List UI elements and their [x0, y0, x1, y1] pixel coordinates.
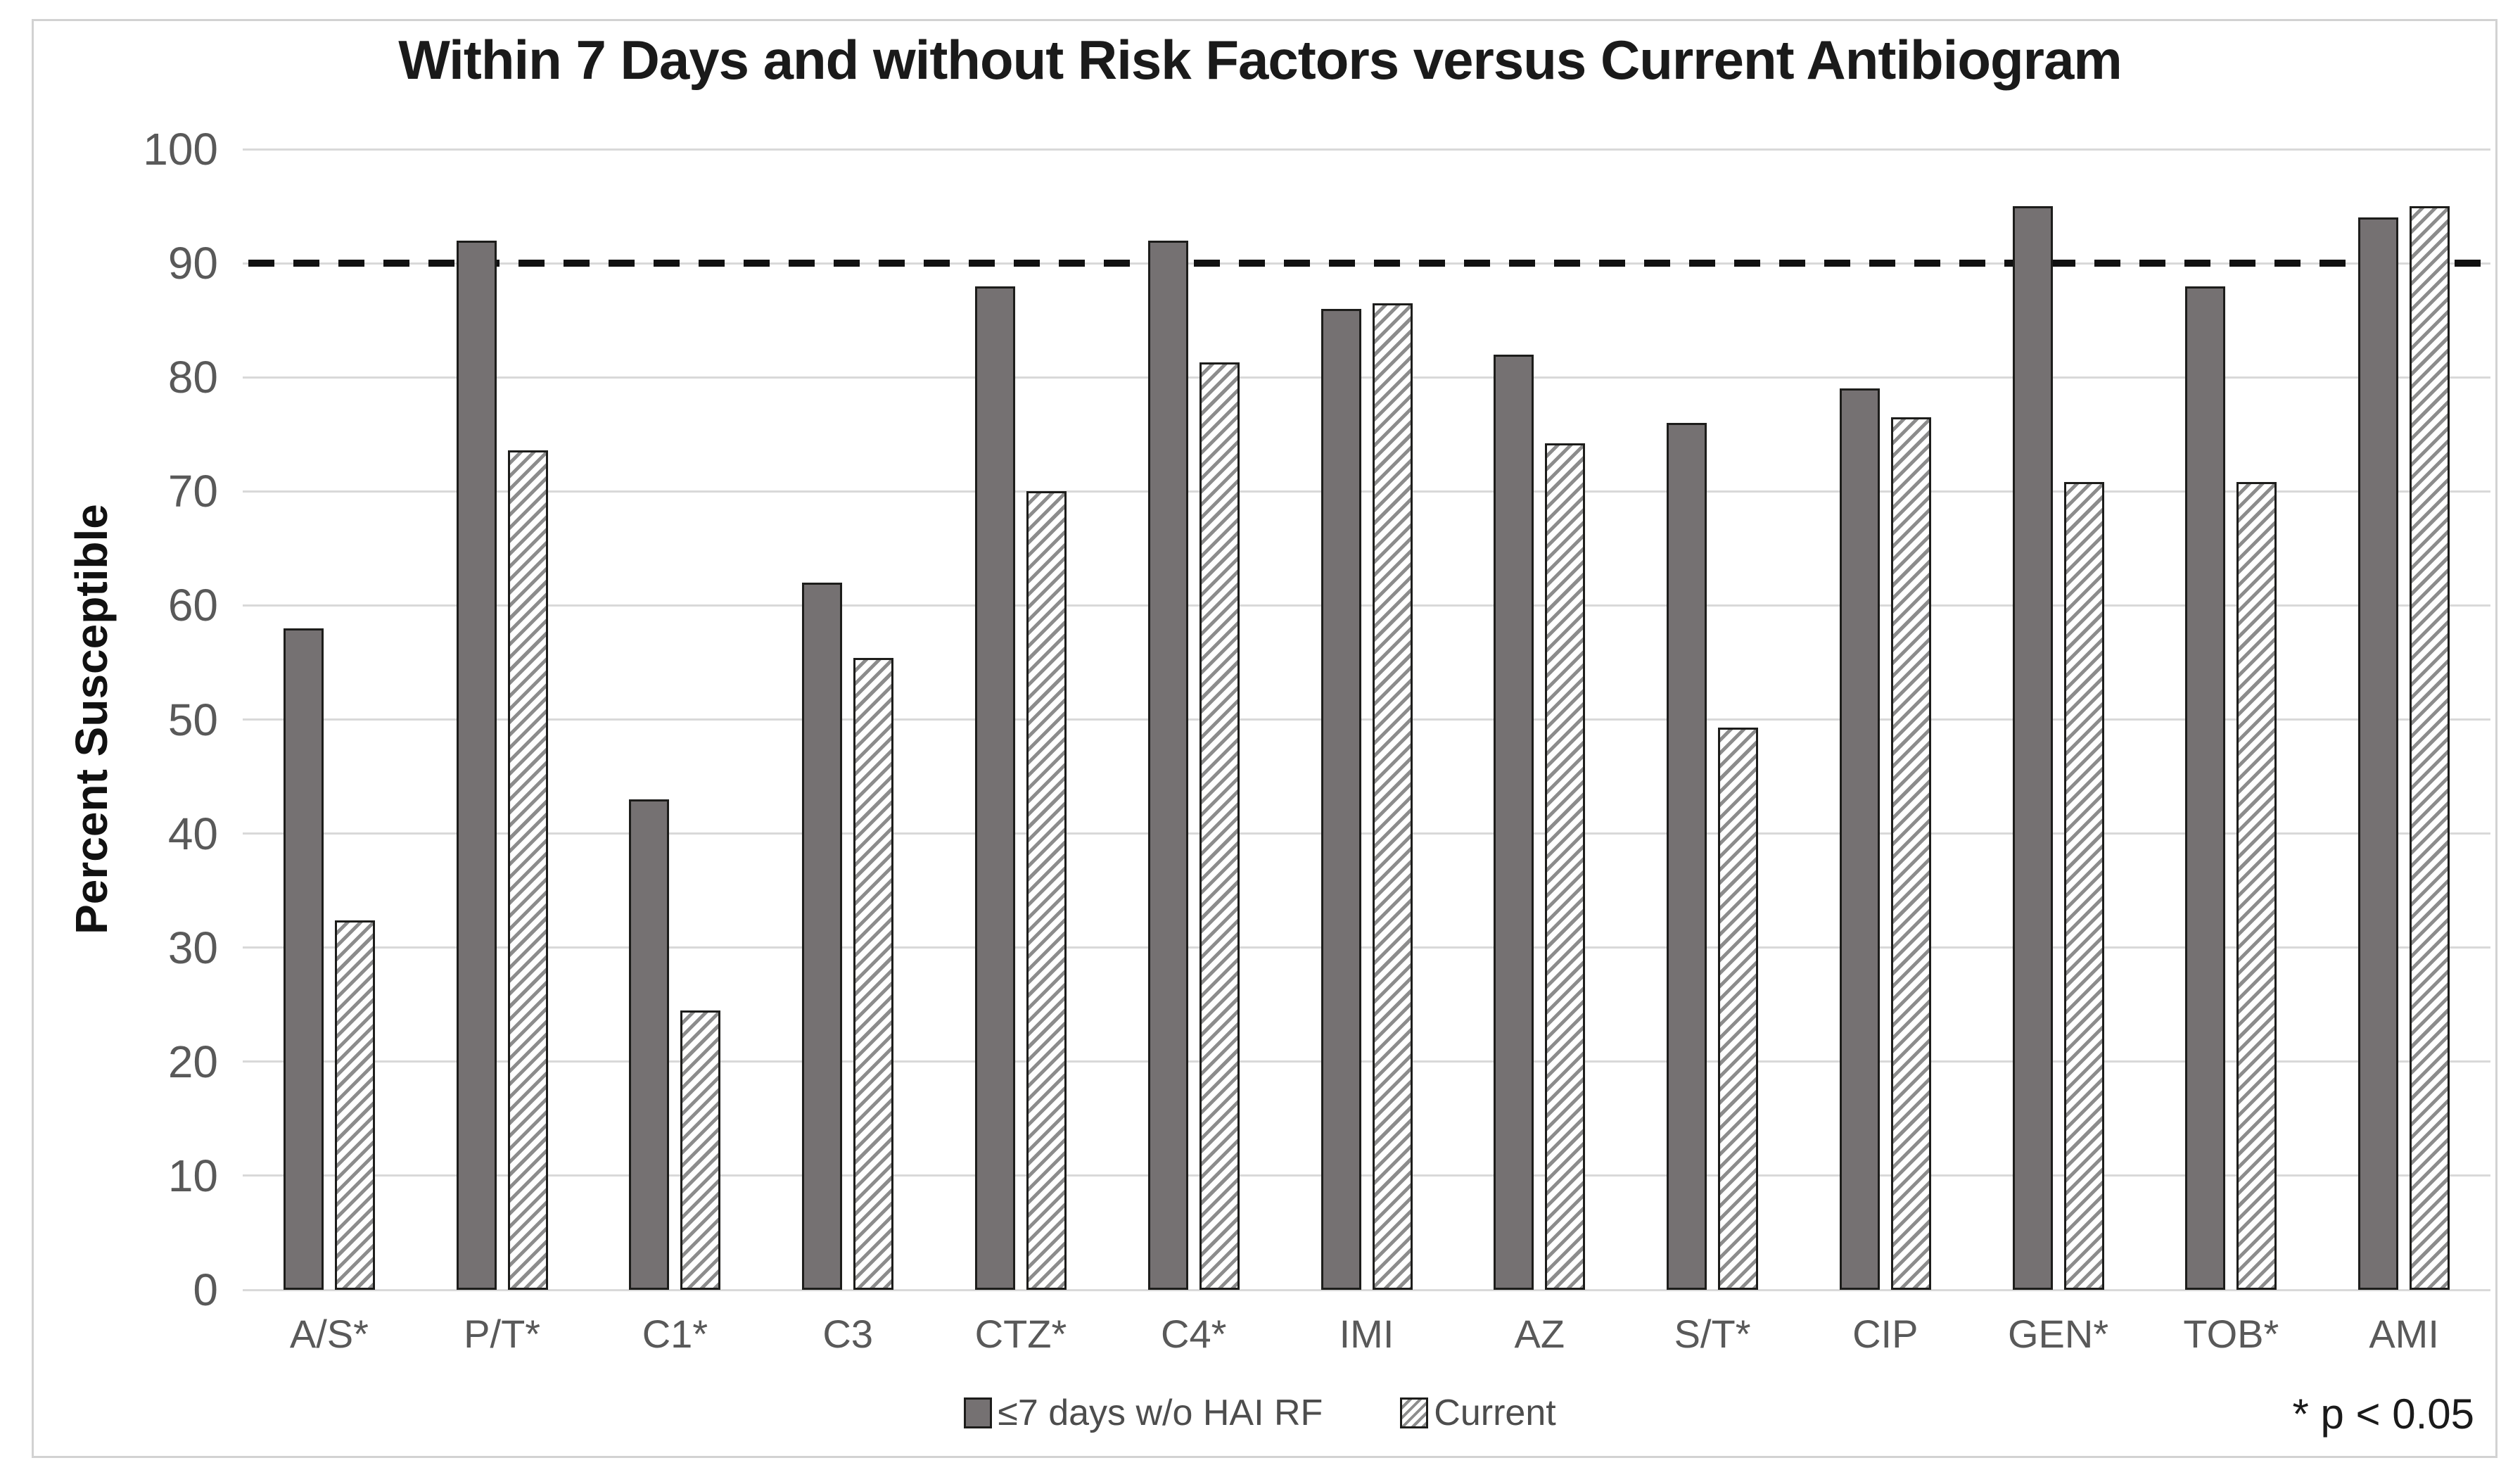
gridline-100: [243, 148, 2490, 151]
bar-hatched-C3: [853, 657, 894, 1290]
bar-solid-AMI: [2358, 217, 2399, 1290]
legend-label-7days: ≤7 days w/o HAI RF: [998, 1393, 1323, 1433]
bar-solid-S/T*: [1667, 423, 1707, 1290]
legend-item-7days: ≤7 days w/o HAI RF: [964, 1392, 1323, 1434]
bar-solid-C3: [802, 582, 843, 1290]
bar-solid-CTZ*: [974, 286, 1015, 1290]
gridline-50: [243, 718, 2490, 721]
bar-solid-C1*: [629, 799, 670, 1290]
bar-hatched-GEN*: [2063, 482, 2104, 1290]
x-label-IMI: IMI: [1339, 1312, 1394, 1356]
bar-hatched-AMI: [2410, 206, 2450, 1290]
bar-solid-CIP: [1839, 388, 1880, 1290]
x-label-CTZ*: CTZ*: [974, 1312, 1067, 1356]
bar-hatched-CIP: [1890, 417, 1931, 1290]
reference-line-90pct: [248, 260, 2490, 267]
y-tick-70: 70: [167, 466, 218, 517]
legend-item-current: Current: [1400, 1392, 1556, 1434]
gridline-0: [243, 1288, 2490, 1291]
plot-area: [243, 148, 2490, 1291]
x-label-AZ: AZ: [1514, 1312, 1565, 1356]
y-tick-40: 40: [167, 808, 218, 859]
x-axis-labels: A/S* P/T* C1* C3 CTZ* C4* IMI AZ S/T* CIP GEN* TOB*…: [243, 1314, 2490, 1371]
y-tick-80: 80: [167, 352, 218, 403]
bar-hatched-C1*: [680, 1010, 721, 1290]
gridline-20: [243, 1060, 2490, 1063]
bar-hatched-A/S*: [334, 920, 375, 1290]
bar-hatched-IMI: [1372, 303, 1413, 1290]
y-tick-0: 0: [193, 1264, 218, 1315]
gridline-40: [243, 832, 2490, 835]
y-tick-30: 30: [167, 922, 218, 973]
chart-title: Within 7 Days and without Risk Factors v…: [398, 29, 2122, 91]
x-label-P/T*: P/T*: [464, 1312, 541, 1356]
x-label-C3: C3: [822, 1312, 873, 1356]
y-tick-10: 10: [167, 1150, 218, 1201]
gridline-30: [243, 946, 2490, 949]
y-tick-50: 50: [167, 694, 218, 745]
gridline-60: [243, 604, 2490, 607]
bar-solid-C4*: [1147, 240, 1188, 1290]
bar-solid-AZ: [1494, 354, 1534, 1290]
bar-solid-A/S*: [283, 628, 324, 1290]
significance-note: * p < 0.05: [2292, 1390, 2474, 1438]
gridline-10: [243, 1174, 2490, 1177]
y-tick-100: 100: [143, 124, 218, 175]
bar-solid-GEN*: [2012, 206, 2053, 1290]
x-label-AMI: AMI: [2369, 1312, 2439, 1356]
legend-swatch-hatched: [1400, 1397, 1429, 1428]
legend: ≤7 days w/o HAI RF Current: [0, 1392, 2520, 1434]
y-axis-tick-labels: 100 90 80 70 60 50 40 30 20 10 0: [98, 127, 218, 1312]
x-label-A/S*: A/S*: [289, 1312, 369, 1356]
bar-solid-IMI: [1321, 308, 1361, 1290]
y-tick-60: 60: [167, 580, 218, 631]
bar-solid-TOB*: [2185, 286, 2226, 1290]
y-tick-90: 90: [167, 238, 218, 289]
bar-hatched-AZ: [1545, 443, 1586, 1290]
legend-label-current: Current: [1434, 1393, 1556, 1433]
y-tick-20: 20: [167, 1036, 218, 1087]
gridline-70: [243, 490, 2490, 493]
x-label-GEN*: GEN*: [2007, 1312, 2109, 1356]
x-label-TOB*: TOB*: [2183, 1312, 2279, 1356]
bar-hatched-CTZ*: [1026, 491, 1067, 1290]
x-label-CIP: CIP: [1852, 1312, 1918, 1356]
bar-hatched-P/T*: [507, 450, 548, 1290]
bar-solid-P/T*: [456, 240, 497, 1290]
x-label-C1*: C1*: [642, 1312, 708, 1356]
bar-hatched-TOB*: [2236, 482, 2277, 1290]
gridline-80: [243, 376, 2490, 379]
bar-hatched-S/T*: [1718, 727, 1759, 1290]
x-label-S/T*: S/T*: [1674, 1312, 1751, 1356]
x-label-C4*: C4*: [1161, 1312, 1227, 1356]
legend-swatch-solid: [964, 1397, 993, 1428]
bar-hatched-C4*: [1199, 362, 1240, 1290]
